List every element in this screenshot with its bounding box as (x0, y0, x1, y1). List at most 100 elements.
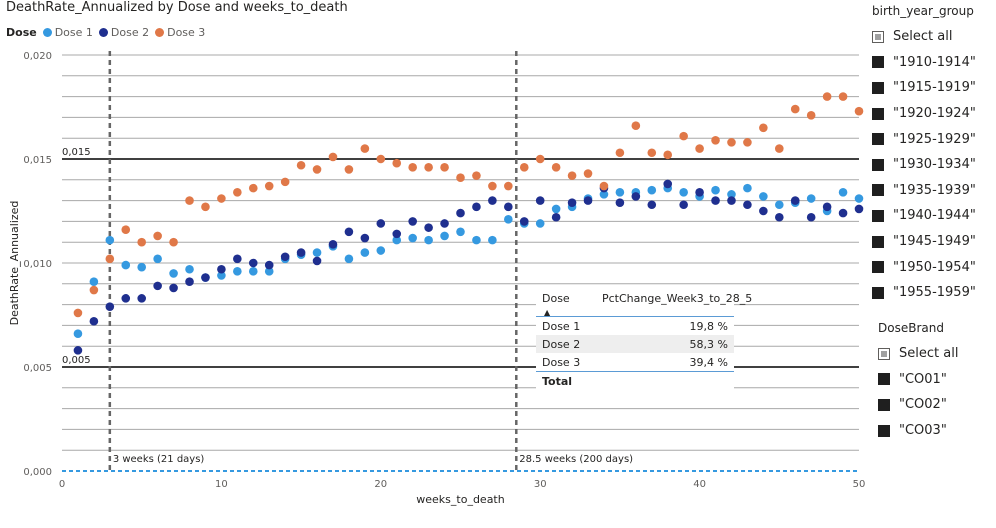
table-header: Dose PctChange_Week3_to_28_5 ▲ (536, 290, 753, 317)
slicer-item[interactable]: "1940-1944" (872, 203, 976, 229)
data-point (121, 225, 131, 235)
table-row[interactable]: Dose 2 58,3 % (536, 335, 734, 353)
data-point (344, 254, 354, 264)
data-point (743, 138, 752, 147)
y-tick-label: 0,020 (23, 51, 52, 62)
data-point (376, 154, 386, 164)
data-point (233, 187, 242, 197)
data-point (408, 233, 417, 243)
data-point (121, 260, 131, 270)
data-point (663, 179, 673, 189)
data-point (838, 187, 848, 197)
data-point (73, 329, 83, 339)
slicer-item[interactable]: "1920-1924" (872, 101, 976, 127)
data-point (775, 200, 784, 210)
data-point (153, 254, 162, 264)
data-point (775, 144, 784, 153)
legend-item-dose-1[interactable]: Dose 1 (42, 26, 93, 39)
data-point (759, 123, 768, 133)
slicer-item[interactable]: "CO02" (878, 392, 958, 418)
data-point (854, 106, 864, 116)
slicer-item[interactable]: "1945-1949" (872, 229, 976, 255)
data-point (504, 202, 513, 212)
y-axis-title: DeathRate_Annualized (8, 201, 21, 326)
checkbox-checked-icon (872, 158, 884, 171)
dose-cell: Dose 1 (542, 319, 581, 333)
data-point (615, 148, 625, 158)
total-label: Total (542, 374, 573, 388)
data-point (264, 260, 274, 270)
data-point (679, 187, 688, 197)
data-point (647, 148, 657, 158)
slicer-select-all[interactable]: Select all (878, 341, 958, 367)
slicer-item[interactable]: "1925-1929" (872, 126, 976, 152)
slicer-title: birth_year_group (872, 4, 974, 18)
data-point (551, 212, 561, 222)
data-point (472, 171, 481, 180)
slicer-select-all[interactable]: Select all (872, 24, 976, 50)
data-point (217, 264, 226, 274)
slicer-title: DoseBrand (878, 321, 944, 335)
data-point (583, 196, 593, 205)
slicer-item[interactable]: "1935-1939" (872, 178, 976, 204)
data-point (488, 235, 497, 245)
checkbox-checked-icon (872, 261, 884, 274)
data-point (790, 196, 800, 205)
x-tick-label: 0 (59, 479, 65, 490)
data-point (647, 200, 657, 210)
scatter-plot: 0,005 0,015 0,000 0,005 0,010 0,015 0,020 0 10 20… (8, 51, 866, 506)
slicer-item[interactable]: "CO03" (878, 418, 958, 444)
data-point (392, 229, 402, 239)
data-point (440, 231, 449, 241)
data-point (105, 254, 115, 264)
data-point (73, 346, 83, 355)
dot-icon (42, 28, 52, 37)
data-point (551, 204, 561, 214)
data-point (424, 163, 433, 172)
data-point (551, 163, 561, 172)
checkbox-partial-icon (878, 347, 890, 360)
data-point (328, 239, 338, 249)
data-point (838, 92, 848, 101)
reference-line-label: 0,005 (62, 355, 91, 366)
slicer-item[interactable]: "1930-1934" (872, 152, 976, 178)
data-point (759, 206, 768, 216)
data-point (679, 200, 688, 210)
column-header-dose[interactable]: Dose (542, 292, 570, 305)
slicer-item[interactable]: "1950-1954" (872, 254, 976, 280)
x-tick-label: 20 (374, 479, 387, 490)
value-cell: 58,3 % (689, 337, 728, 351)
data-point (408, 217, 417, 226)
data-point (631, 192, 641, 201)
x-axis-title: weeks_to_death (416, 493, 504, 506)
table-row[interactable]: Dose 1 19,8 % (536, 317, 734, 335)
dot-icon (155, 28, 165, 37)
data-point (201, 273, 210, 282)
data-point (631, 121, 641, 131)
slicer-item[interactable]: "1955-1959" (872, 280, 976, 306)
data-point (248, 183, 258, 193)
data-point (743, 183, 752, 193)
slicer-item[interactable]: "1915-1919" (872, 75, 976, 101)
x-tick-label: 50 (853, 479, 866, 490)
data-point (424, 223, 433, 232)
data-point (727, 190, 736, 199)
data-point (169, 237, 178, 247)
legend-item-dose-2[interactable]: Dose 2 (98, 26, 149, 39)
slicer-item[interactable]: "1910-1914" (872, 50, 976, 76)
data-point (105, 235, 115, 245)
table-row[interactable]: Dose 3 39,4 % (536, 353, 734, 371)
x-tick-label: 30 (534, 479, 547, 490)
x-tick-label: 10 (215, 479, 228, 490)
column-header-pct-change[interactable]: PctChange_Week3_to_28_5 (602, 292, 753, 305)
vertical-reference-label: 3 weeks (21 days) (113, 454, 205, 465)
reference-line-label: 0,015 (62, 147, 91, 158)
data-point (153, 231, 162, 241)
data-point (599, 190, 609, 199)
slicer-item[interactable]: "CO01" (878, 367, 958, 393)
data-point (806, 212, 816, 222)
legend-item-dose-3[interactable]: Dose 3 (155, 26, 205, 39)
checkbox-checked-icon (872, 56, 884, 69)
dose-cell: Dose 3 (542, 355, 581, 369)
data-point (440, 163, 449, 172)
